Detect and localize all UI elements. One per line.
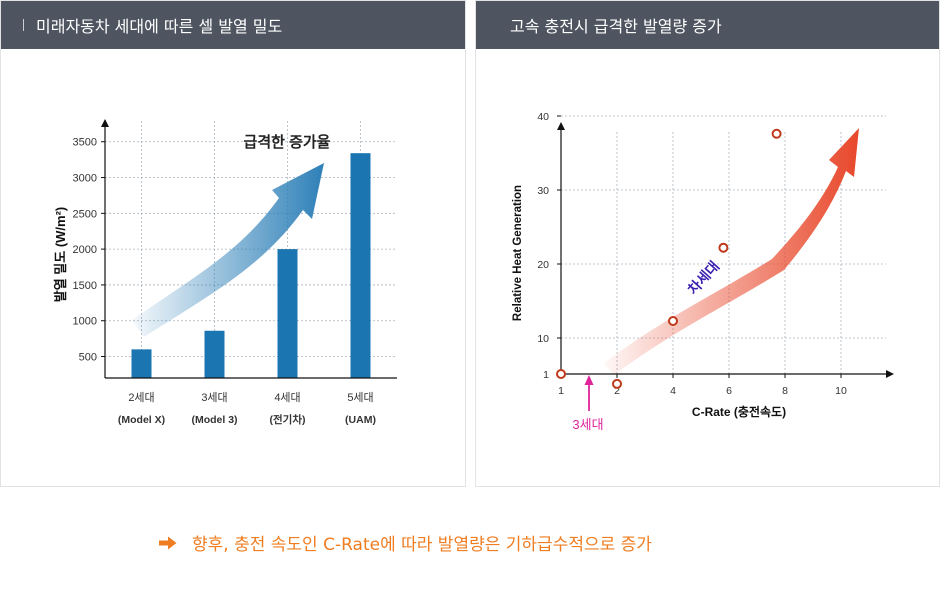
data-point	[718, 242, 729, 253]
data-point	[771, 128, 782, 139]
left-panel-title: 미래자동차 세대에 따른 셀 발열 밀도	[36, 17, 283, 36]
x-tick-label: 3세대	[201, 391, 227, 404]
data-point	[556, 369, 566, 379]
heat-generation-scatter-chart: 11020304050601246810Relative Heat Genera…	[512, 111, 894, 432]
y-tick-label: 20	[537, 259, 549, 271]
y-tick-label: 1500	[73, 280, 97, 292]
bar	[204, 330, 225, 378]
bar	[131, 349, 152, 378]
y-tick-label: 1	[543, 369, 549, 381]
x-tick-sublabel: (Model X)	[118, 414, 165, 426]
x-tick-label: 4	[670, 385, 676, 397]
x-tick-label: 5세대	[347, 391, 373, 404]
x-tick-sublabel: (UAM)	[345, 414, 376, 426]
left-panel-header: 미래자동차 세대에 따른 셀 발열 밀도	[1, 1, 465, 49]
y-axis-label: 발열 밀도 (W/m²)	[53, 207, 68, 303]
trend-arrow	[132, 163, 324, 337]
x-tick-sublabel: (Model 3)	[191, 414, 237, 426]
y-tick-label: 500	[79, 352, 97, 364]
x-tick-label: 1	[558, 385, 564, 397]
data-point	[612, 378, 622, 389]
y-tick-label: 1000	[73, 316, 97, 328]
trend-arrow	[604, 128, 859, 375]
x-tick-label: 10	[835, 385, 847, 397]
right-panel-header: 고속 충전시 급격한 발열량 증가	[476, 1, 939, 49]
y-tick-label: 40	[537, 111, 549, 123]
y-tick-label: 2500	[73, 208, 97, 220]
x-tick-label: 2세대	[128, 391, 154, 404]
y-axis-label: Relative Heat Generation	[512, 185, 524, 321]
third-gen-annotation: 3세대	[572, 417, 603, 432]
y-tick-label: 30	[537, 185, 549, 197]
y-tick-label: 2000	[73, 244, 97, 256]
x-tick-label: 2	[614, 385, 620, 397]
x-axis-arrowhead	[886, 370, 894, 378]
x-tick-label: 6	[726, 385, 732, 397]
bar	[350, 153, 371, 378]
right-panel-title: 고속 충전시 급격한 발열량 증가	[510, 17, 722, 36]
x-axis-label: C-Rate (충전속도)	[692, 404, 786, 419]
x-tick-label: 4세대	[274, 391, 300, 404]
left-chart-panel: 미래자동차 세대에 따른 셀 발열 밀도 500 1000 1500 2000 2500…	[0, 0, 466, 487]
x-tick-sublabel: (전기차)	[270, 413, 306, 426]
header-marker	[23, 19, 24, 31]
y-tick-label: 10	[537, 333, 549, 345]
y-axis-arrowhead	[557, 122, 565, 130]
heat-density-bar-chart: 500 1000 1500 2000 2500 3000 3500 2세대 (Model X) 3…	[53, 119, 397, 426]
third-gen-arrowhead	[584, 375, 594, 385]
y-tick-label: 3500	[73, 137, 97, 149]
y-tick-label: 3000	[73, 173, 97, 185]
x-tick-label: 8	[782, 385, 788, 397]
bar	[277, 249, 298, 378]
right-chart-panel: 고속 충전시 급격한 발열량 증가 11020304050601246810Re…	[475, 0, 940, 487]
conclusion-text: 향후, 충전 속도인 C-Rate에 따라 발열량은 기하급수적으로 증가	[192, 535, 652, 555]
y-axis-arrowhead	[101, 119, 109, 127]
rise-annotation: 급격한 증가율	[244, 133, 331, 151]
arrow-right-icon	[158, 535, 178, 551]
data-point	[668, 315, 678, 326]
conclusion-line: 향후, 충전 속도인 C-Rate에 따라 발열량은 기하급수적으로 증가	[158, 530, 652, 555]
